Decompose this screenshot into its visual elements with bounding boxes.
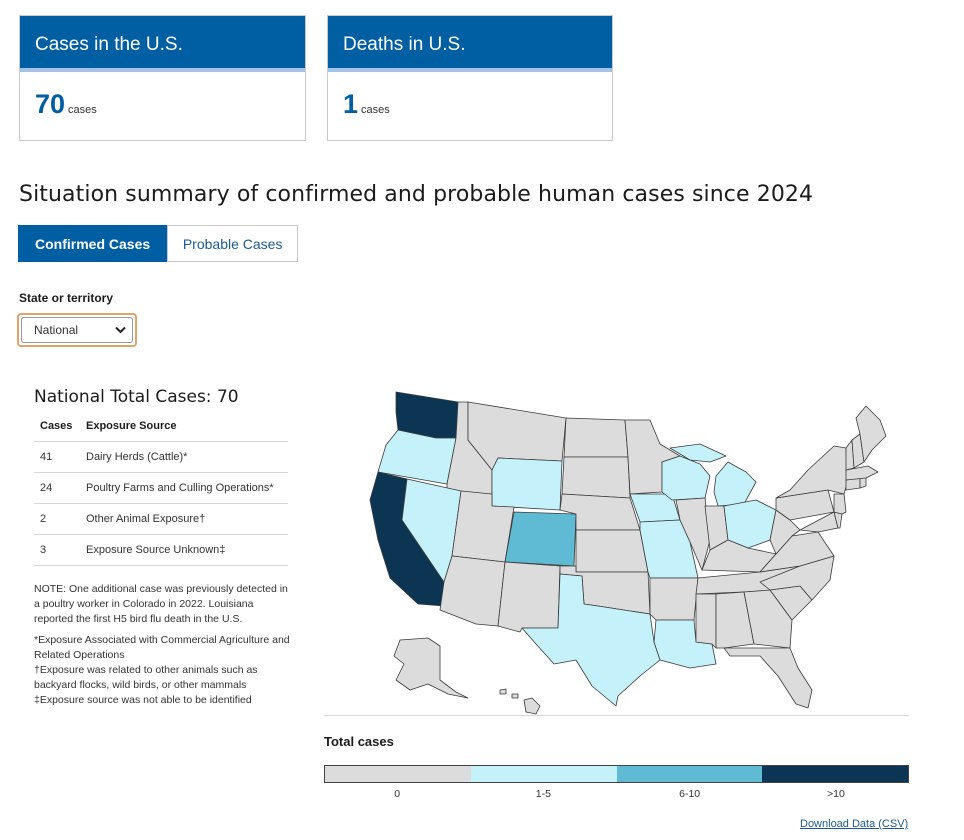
table-row: 2 Other Animal Exposure† (34, 503, 288, 535)
legend-label: 0 (394, 788, 401, 800)
state-nd[interactable] (563, 417, 629, 458)
case-type-tabs: Confirmed Cases Probable Cases (18, 225, 299, 262)
row-cases: 41 (34, 441, 80, 473)
legend-color-bar (324, 765, 909, 783)
state-nm[interactable] (497, 561, 561, 633)
state-al[interactable] (715, 591, 755, 649)
state-select-value: National (34, 323, 79, 337)
legend-swatch-0 (325, 766, 471, 782)
row-cases: 3 (34, 534, 80, 566)
legend-swatch-over-10 (762, 766, 908, 782)
column-header-exposure-source: Exposure Source (80, 411, 288, 442)
deaths-card: Deaths in U.S. 1 cases (327, 15, 613, 141)
state-nj[interactable] (833, 493, 847, 515)
column-header-cases: Cases (34, 411, 80, 442)
state-mi-upper[interactable] (669, 443, 727, 463)
page-title: Situation summary of confirmed and proba… (19, 182, 814, 207)
state-ar[interactable] (649, 577, 699, 621)
tab-confirmed-cases[interactable]: Confirmed Cases (18, 225, 168, 262)
state-select-label: State or territory (19, 291, 114, 305)
table-row: 24 Poultry Farms and Culling Operations* (34, 472, 288, 504)
legend-swatch-1-5 (470, 766, 617, 782)
exposure-table: Cases Exposure Source 41 Dairy Herds (Ca… (34, 411, 288, 566)
cases-count: 70 (35, 89, 66, 119)
row-source: Other Animal Exposure† (80, 503, 288, 535)
tab-probable-cases[interactable]: Probable Cases (167, 225, 299, 262)
state-wy[interactable] (491, 457, 563, 511)
state-hi-islands[interactable] (499, 688, 519, 699)
state-mi[interactable] (713, 461, 757, 507)
footnote-other-animals: †Exposure was related to other animals s… (34, 664, 258, 691)
national-total-heading: National Total Cases: 70 (34, 387, 239, 407)
deaths-unit: cases (361, 104, 390, 116)
state-az[interactable] (439, 555, 506, 627)
legend-labels: 0 1-5 6-10 >10 (324, 788, 909, 800)
table-header-row: Cases Exposure Source (34, 411, 288, 442)
cases-unit: cases (68, 104, 97, 116)
footnote-commercial: *Exposure Associated with Commercial Agr… (34, 634, 290, 661)
state-oh[interactable] (723, 499, 777, 549)
download-data-link[interactable]: Download Data (CSV) (800, 818, 909, 830)
legend-label: 1-5 (535, 788, 551, 800)
map-divider (324, 715, 909, 716)
state-select[interactable]: National (17, 313, 137, 347)
notes-section: NOTE: One additional case was previously… (34, 582, 294, 708)
state-wa[interactable] (395, 391, 459, 439)
state-me[interactable] (855, 405, 887, 463)
row-cases: 2 (34, 503, 80, 535)
cases-card-title: Cases in the U.S. (20, 16, 305, 72)
state-ms[interactable] (695, 593, 717, 649)
legend-title: Total cases (324, 734, 394, 749)
row-cases: 24 (34, 472, 80, 504)
row-source: Exposure Source Unknown‡ (80, 534, 288, 566)
state-la[interactable] (653, 619, 717, 669)
state-ga[interactable] (743, 589, 793, 649)
table-row: 3 Exposure Source Unknown‡ (34, 534, 288, 566)
legend-label: >10 (826, 788, 845, 800)
state-ny[interactable] (775, 445, 849, 499)
deaths-card-title: Deaths in U.S. (328, 16, 612, 72)
state-ri[interactable] (859, 477, 867, 489)
state-tx[interactable] (521, 573, 661, 707)
state-hi[interactable] (523, 697, 541, 715)
row-source: Dairy Herds (Cattle)* (80, 441, 288, 473)
state-ks[interactable] (575, 529, 649, 573)
deaths-count: 1 (343, 89, 359, 119)
state-sd[interactable] (561, 456, 631, 499)
note-text: NOTE: One additional case was previously… (34, 583, 288, 625)
us-cases-map (369, 391, 887, 715)
row-source: Poultry Farms and Culling Operations* (80, 472, 288, 504)
legend-label: 6-10 (679, 788, 701, 800)
cases-card: Cases in the U.S. 70 cases (19, 15, 306, 141)
state-ak[interactable] (393, 637, 469, 699)
legend-swatch-6-10 (616, 766, 763, 782)
state-co[interactable] (504, 511, 577, 567)
table-row: 41 Dairy Herds (Cattle)* (34, 441, 288, 473)
state-fl[interactable] (723, 647, 813, 709)
chevron-down-icon (115, 326, 126, 334)
state-wi[interactable] (661, 455, 711, 501)
state-ma[interactable] (845, 465, 879, 481)
footnote-unknown: ‡Exposure source was not able to be iden… (34, 694, 252, 706)
